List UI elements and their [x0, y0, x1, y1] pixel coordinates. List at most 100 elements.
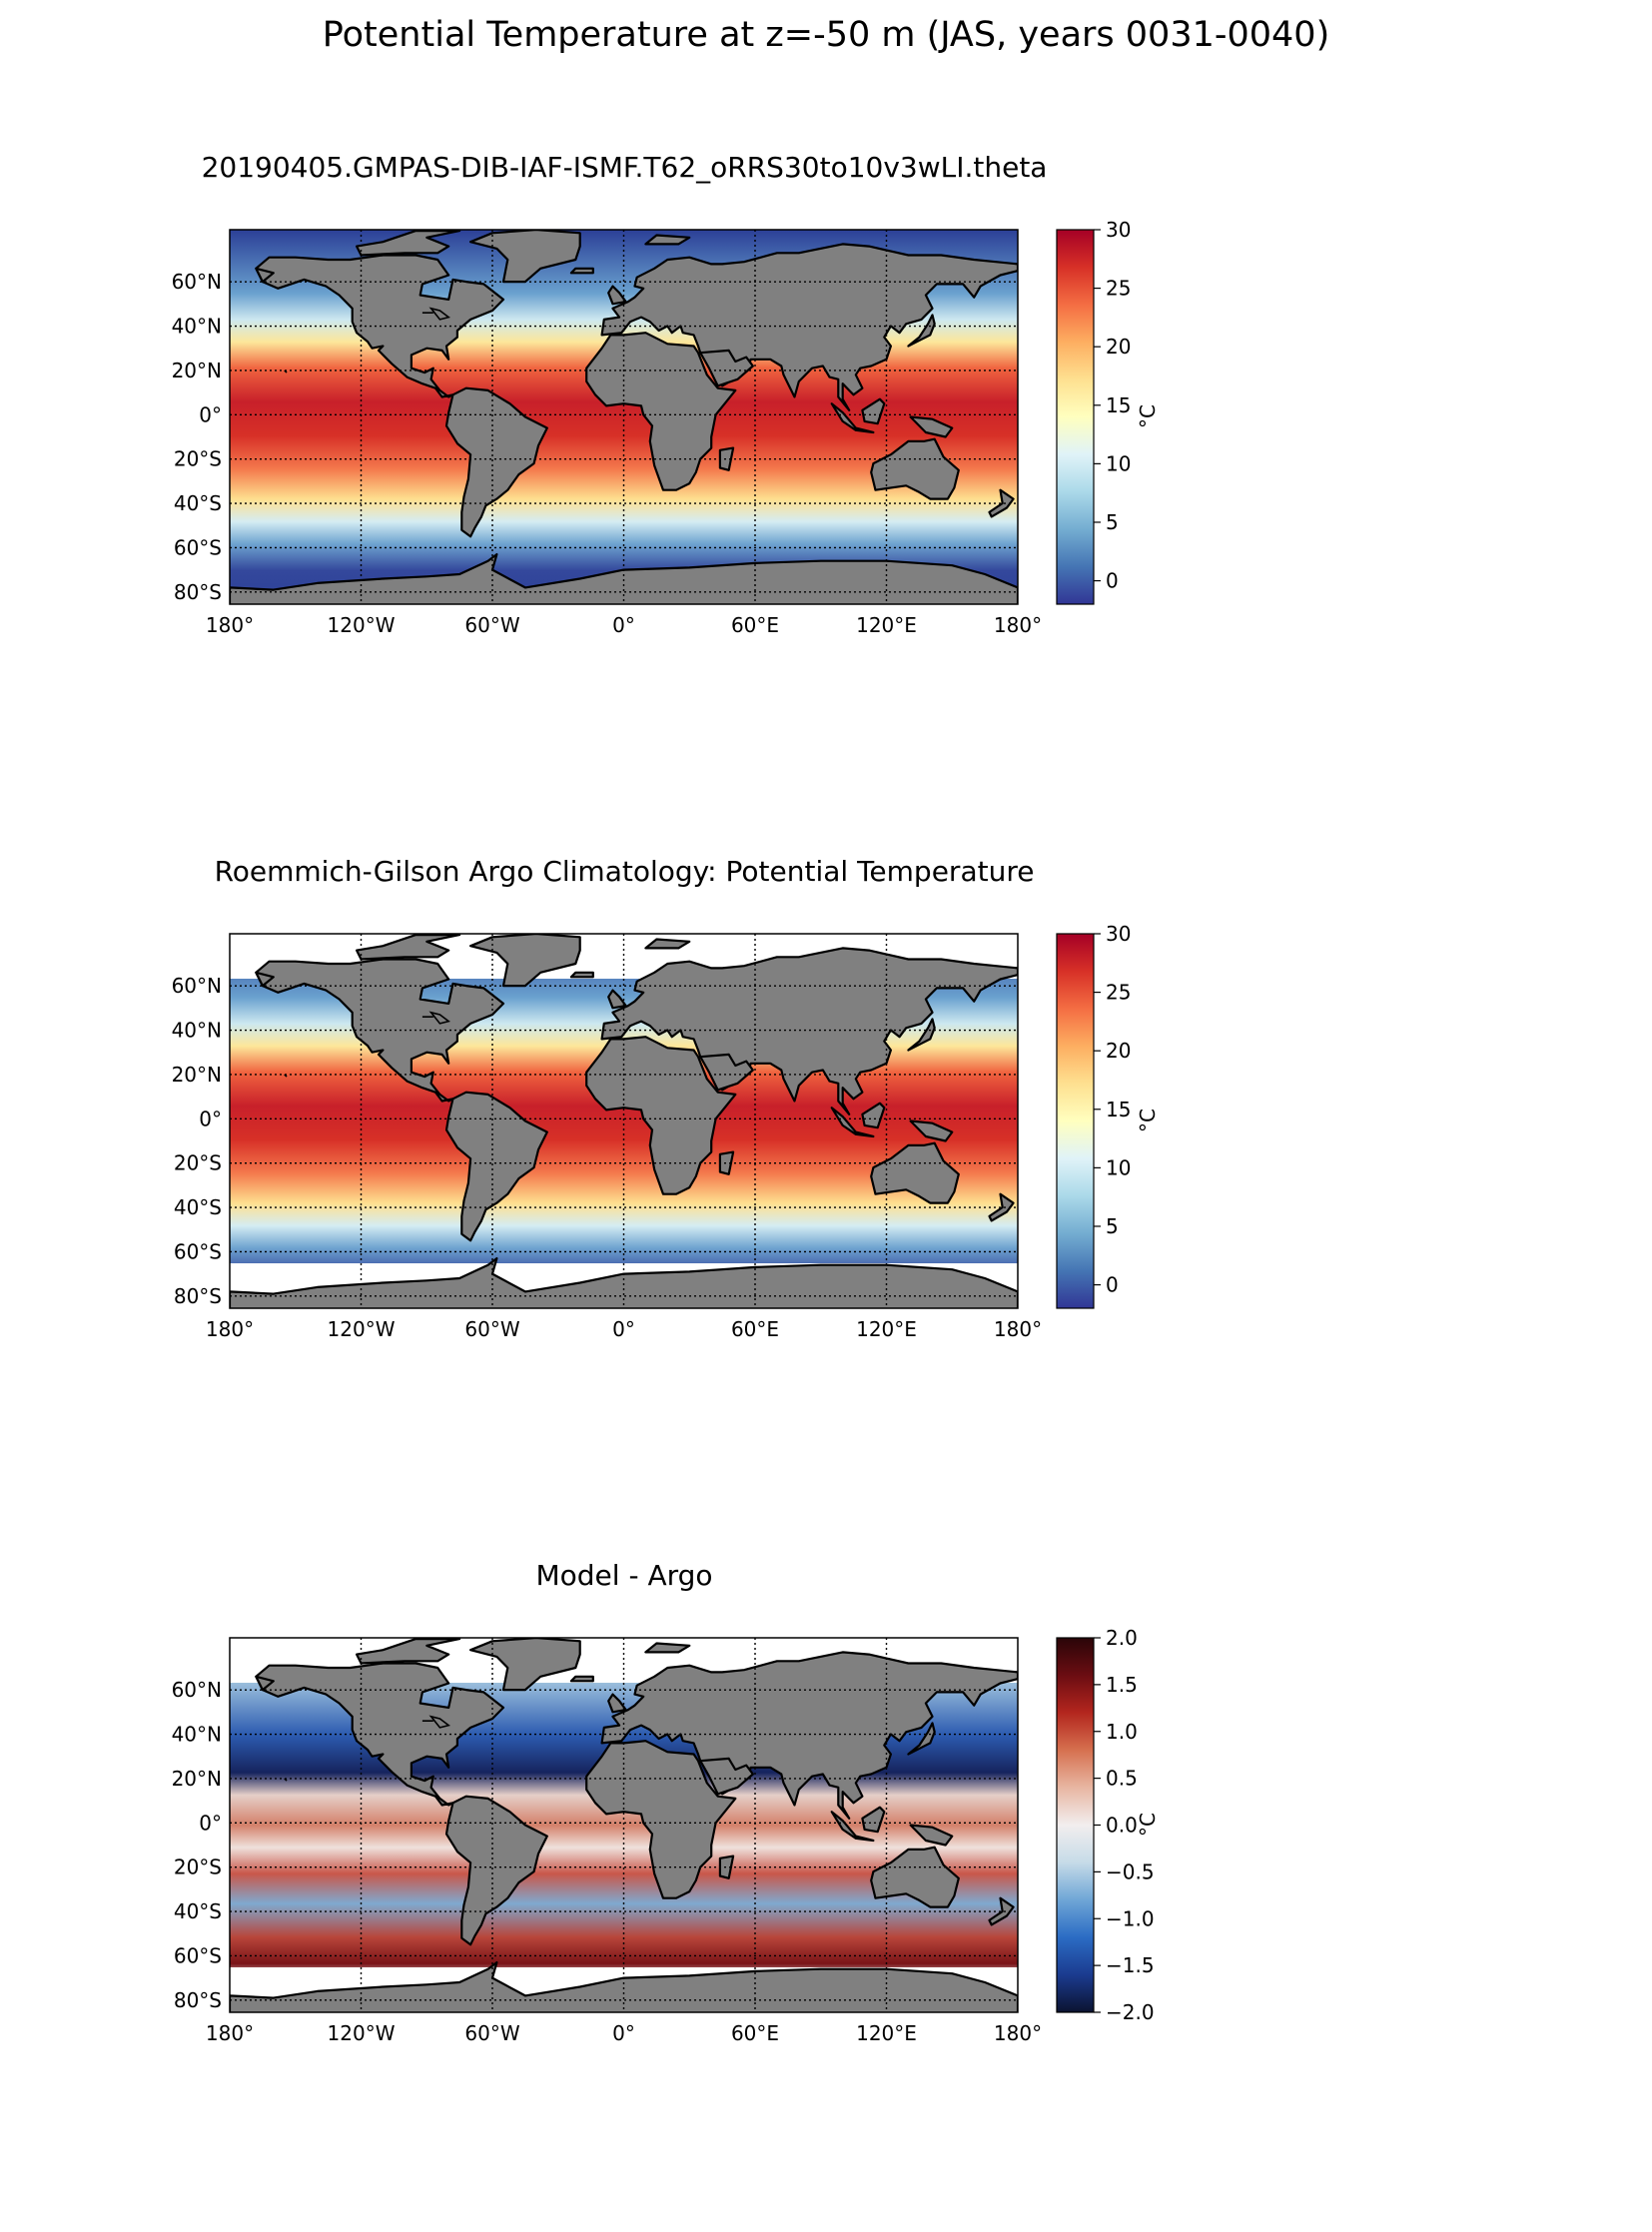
lat-tick-label: 20°S: [174, 1151, 222, 1175]
lake-outline: [428, 1011, 451, 1025]
colorbar-tick-label: 20: [1106, 1039, 1131, 1063]
colorbar-tick-label: 30: [1106, 218, 1131, 242]
land-new-guinea: [909, 415, 954, 438]
land-svalbard-region: [644, 1642, 691, 1654]
lon-tick-label: 180°: [994, 2021, 1042, 2045]
land-madagascar: [718, 1855, 735, 1879]
land-australia: [870, 437, 960, 500]
colorbar-label: °C: [1136, 404, 1160, 428]
land-uk: [607, 285, 627, 306]
lon-tick-label: 60°E: [731, 2021, 779, 2045]
colorbar-tick-label: 10: [1106, 451, 1131, 475]
colorbar-tick-label: 2.0: [1106, 1626, 1138, 1650]
land-sumatra-java: [830, 402, 875, 434]
lon-tick-label: 180°: [206, 613, 254, 637]
colorbar-tick-label: 0: [1106, 569, 1119, 593]
lake-outline: [284, 370, 288, 373]
lon-tick-label: 60°W: [464, 613, 519, 637]
colorbar: 30 25 20 15 10 5 0 °C: [1056, 218, 1160, 605]
land-south-america: [444, 1091, 548, 1242]
colorbar-tick-label: 25: [1106, 981, 1131, 1005]
colorbar-tick-label: 5: [1106, 510, 1119, 534]
land-arabia: [699, 1053, 754, 1092]
land-greenland: [469, 934, 581, 988]
land-arctic-coast-alaska: [255, 267, 275, 284]
colorbar-tick-label: 0.0: [1106, 1814, 1138, 1838]
land-australia: [870, 1141, 960, 1204]
latitude-tick-labels: 60°N 40°N 20°N 0° 20°S 40°S 60°S 80°S: [172, 974, 222, 1308]
lat-tick-label: 40°S: [174, 1195, 222, 1219]
land-borneo: [861, 397, 886, 425]
land-iceland: [569, 1675, 594, 1683]
lon-tick-label: 180°: [994, 1317, 1042, 1341]
colorbar-tick-label: −1.0: [1106, 1906, 1155, 1930]
latitude-tick-labels: 60°N 40°N 20°N 0° 20°S 40°S 60°S 80°S: [172, 270, 222, 604]
land-arabia: [699, 1757, 754, 1796]
colorbar: 2.0 1.5 1.0 0.5 0.0 −0.5 −1.0 −1.5 −2.0 °C: [1056, 1626, 1160, 2024]
colorbar-label: °C: [1136, 1813, 1160, 1837]
lon-tick-label: 60°E: [731, 613, 779, 637]
land-svalbard-region: [644, 234, 691, 246]
map-frame: [229, 1637, 1019, 2013]
lon-tick-label: 180°: [994, 613, 1042, 637]
land-borneo: [861, 1806, 886, 1834]
lat-tick-label: 60°S: [174, 1239, 222, 1263]
land-canadian-arctic: [356, 230, 461, 257]
lon-tick-label: 0°: [612, 613, 635, 637]
land-south-america: [444, 1795, 548, 1946]
panel-model: 20190405.GMPAS-DIB-IAF-ISMF.T62_oRRS30to…: [172, 151, 1160, 637]
lat-tick-label: 40°N: [172, 1019, 222, 1043]
lat-tick-label: 60°S: [174, 1943, 222, 1967]
lon-tick-label: 120°E: [856, 2021, 917, 2045]
lat-tick-label: 0°: [199, 1107, 222, 1130]
lat-tick-label: 80°S: [174, 580, 222, 604]
lat-tick-label: 0°: [199, 402, 222, 426]
longitude-tick-labels: 180° 120°W 60°W 0° 60°E 120°E 180°: [206, 613, 1042, 637]
panel-title: 20190405.GMPAS-DIB-IAF-ISMF.T62_oRRS30to…: [202, 151, 1048, 184]
land-arctic-coast-alaska: [255, 971, 275, 988]
colorbar-tick-label: 1.5: [1106, 1673, 1138, 1697]
lon-tick-label: 0°: [612, 2021, 635, 2045]
land-new-zealand: [988, 488, 1015, 518]
latitude-tick-labels: 60°N 40°N 20°N 0° 20°S 40°S 60°S 80°S: [172, 1678, 222, 2012]
lake-outline: [284, 1074, 288, 1078]
map-frame: [229, 229, 1019, 605]
land-madagascar: [718, 446, 735, 471]
lat-tick-label: 60°S: [174, 535, 222, 559]
gridlines: [230, 934, 1018, 1308]
panel-title: Model - Argo: [535, 1559, 712, 1592]
colorbar-tick-label: 30: [1106, 922, 1131, 946]
lat-tick-label: 0°: [199, 1811, 222, 1835]
land-greenland: [469, 230, 581, 284]
lon-tick-label: 180°: [206, 1317, 254, 1341]
colorbar-tick-label: 15: [1106, 393, 1131, 417]
colorbar-ticks: 2.0 1.5 1.0 0.5 0.0 −0.5 −1.0 −1.5 −2.0: [1094, 1626, 1155, 2024]
colorbar-tick-label: 15: [1106, 1098, 1131, 1121]
land-sumatra-java: [830, 1107, 875, 1138]
land-canadian-arctic: [356, 934, 461, 961]
land-japan: [907, 1018, 936, 1052]
lat-tick-label: 40°N: [172, 315, 222, 339]
colorbar-tick-label: 25: [1106, 277, 1131, 301]
land-arctic-coast-alaska: [255, 1675, 275, 1692]
land-new-zealand: [988, 1896, 1015, 1926]
colorbar-ticks: 30 25 20 15 10 5 0: [1094, 922, 1131, 1297]
colorbar-tick-label: 20: [1106, 335, 1131, 359]
colorbar-ticks: 30 25 20 15 10 5 0: [1094, 218, 1131, 593]
panel-title: Roemmich-Gilson Argo Climatology: Potent…: [215, 855, 1035, 888]
land-uk: [607, 989, 627, 1010]
colorbar-tick-label: −2.0: [1106, 2000, 1155, 2024]
land-arabia: [699, 349, 754, 387]
land-japan: [907, 1722, 936, 1756]
gridlines: [230, 230, 1018, 604]
lat-tick-label: 80°S: [174, 1988, 222, 2012]
lat-tick-label: 20°S: [174, 1856, 222, 1879]
lat-tick-label: 40°S: [174, 491, 222, 515]
land-svalbard-region: [644, 938, 691, 950]
colorbar-bar: [1056, 933, 1095, 1309]
panel-diff: Model - Argo 60°N 40°N 20°N 0° 20°S 40°S 60°S 8…: [172, 1559, 1160, 2045]
colorbar-tick-label: 5: [1106, 1214, 1119, 1238]
lat-tick-label: 60°N: [172, 270, 222, 294]
land-sumatra-java: [830, 1811, 875, 1843]
